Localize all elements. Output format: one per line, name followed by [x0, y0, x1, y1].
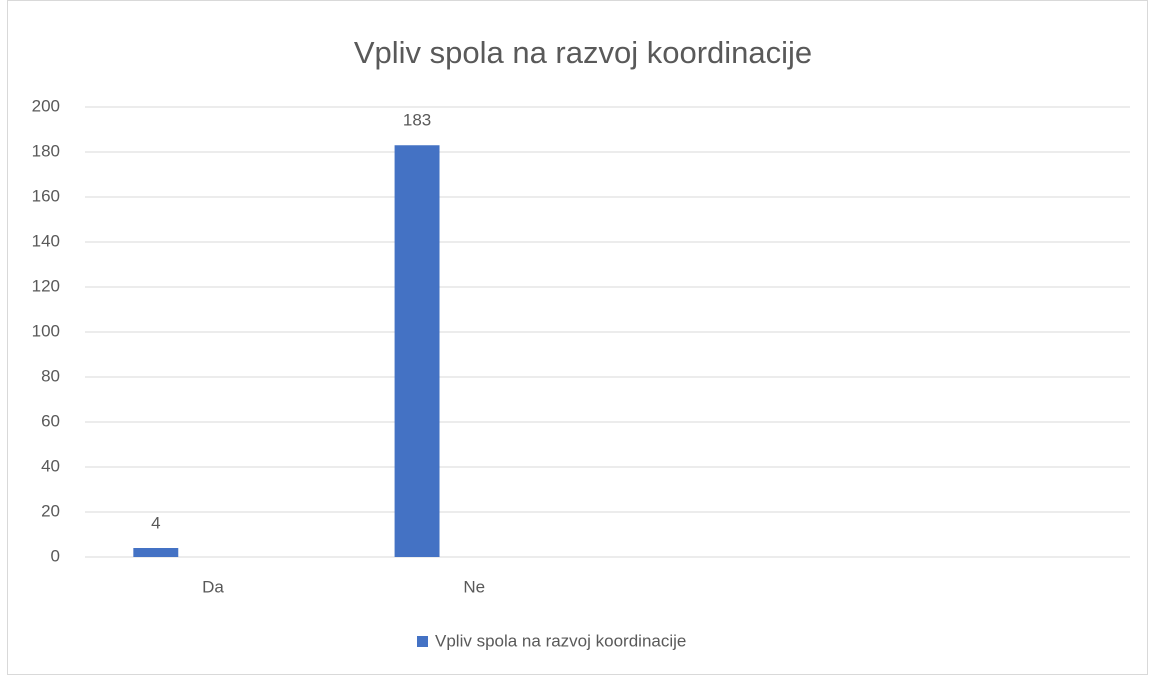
- x-tick-label: Ne: [463, 577, 485, 596]
- bar: [133, 548, 179, 557]
- y-tick-label: 160: [32, 186, 60, 205]
- y-tick-label: 20: [41, 501, 60, 520]
- bar: [394, 145, 440, 557]
- y-tick-label: 0: [51, 546, 60, 565]
- data-label: 183: [403, 111, 431, 130]
- x-tick-label: Da: [202, 577, 224, 596]
- legend-label: Vpliv spola na razvoj koordinacije: [435, 631, 686, 650]
- data-label: 4: [151, 513, 160, 532]
- y-tick-label: 60: [41, 411, 60, 430]
- chart-title: Vpliv spola na razvoj koordinacije: [354, 35, 812, 70]
- y-tick-label: 180: [32, 141, 60, 160]
- y-tick-label: 80: [41, 366, 60, 385]
- chart-border: [7, 0, 1148, 675]
- y-tick-label: 120: [32, 276, 60, 295]
- y-tick-label: 200: [32, 96, 60, 115]
- y-tick-label: 100: [32, 321, 60, 340]
- y-tick-label: 40: [41, 456, 60, 475]
- legend-swatch: [417, 636, 428, 647]
- y-tick-label: 140: [32, 231, 60, 250]
